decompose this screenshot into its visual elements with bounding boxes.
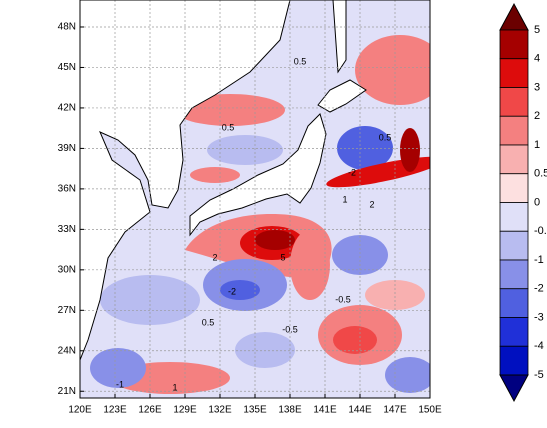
contour-label: -1 [116,379,124,389]
y-tick-label: 36N [58,184,76,195]
contour-label: -0.5 [335,294,351,304]
y-tick-label: 30N [58,264,76,275]
land [317,79,367,113]
land [80,0,291,361]
field-blob [235,332,295,368]
colorbar-label: 3 [534,81,540,93]
field-blob [190,167,240,183]
colorbar-label: -5 [534,369,544,381]
y-tick-label: 27N [58,305,76,316]
colorbar-swatch [499,87,529,117]
contour-label: -2 [348,167,356,177]
colorbar: 5 4 3 2 1 0.5 0 -0.5 -1 -2 -3 -4 -5 [499,2,547,403]
x-tick-label: 141E [313,405,337,416]
y-tick-label: 45N [58,62,76,73]
colorbar-label: -2 [534,283,544,295]
field-blob [400,128,420,172]
contour-label: -2 [228,286,236,296]
contour-label: -0.5 [282,324,298,334]
land [332,0,347,74]
x-tick-label: 147E [383,405,407,416]
colorbar-label: -4 [534,340,544,352]
colorbar-label: -3 [534,311,544,323]
colorbar-swatch [499,202,529,232]
colorbar-extension [499,2,529,31]
field-blob [290,230,330,300]
colorbar-swatch [499,173,529,203]
colorbar-label: 5 [534,24,540,36]
y-tick-label: 24N [58,345,76,356]
colorbar-swatch [499,29,529,60]
axes: 120E 123E 126E 129E 132E 135E 138E 141E 144E 147E… [58,22,442,416]
field: 0.5 0.5 -2 1 2 5 -0.5 -1 0.5 1 -0.5 2 -2 0.5 [80,0,430,398]
contour-label: 0.5 [202,317,215,327]
x-tick-label: 135E [243,405,267,416]
colorbar-swatch [499,259,529,290]
contour-label: 1 [342,194,347,204]
x-tick-label: 150E [418,405,442,416]
colorbar-swatch [499,317,529,347]
contour-label: 2 [212,252,217,262]
x-tick-label: 138E [278,405,302,416]
field-blob [365,280,425,310]
field-blob [333,326,377,354]
colorbar-swatch [499,144,529,175]
field-blob [255,230,295,250]
y-tick-label: 42N [58,103,76,114]
field-blob [355,35,430,105]
field-blob [90,348,146,388]
x-tick-label: 132E [208,405,232,416]
y-tick-label: 39N [58,143,76,154]
colorbar-label: 0 [534,196,540,208]
contour-label: 0.5 [294,56,307,66]
contour-label: 0.5 [379,132,392,142]
contour-label: 0.5 [222,122,235,132]
colorbar-swatch [499,58,529,88]
colorbar-label: 2 [534,110,540,122]
colorbar-swatch [499,345,529,376]
field-blob [332,235,388,275]
contour-labels: 0.5 0.5 -2 1 2 5 -0.5 -1 0.5 1 -0.5 2 -2 0.5 [116,56,391,392]
colorbar-swatch [499,288,529,318]
x-tick-label: 126E [138,405,162,416]
y-tick-label: 21N [58,386,76,397]
colorbar-label: 0.5 [534,168,547,180]
y-tick-label: 48N [58,22,76,33]
x-tick-label: 120E [68,405,92,416]
colorbar-label: -0.5 [534,225,547,237]
x-tick-label: 144E [348,405,372,416]
colorbar-extension [499,374,529,403]
x-tick-label: 129E [173,405,197,416]
field-blob [385,357,430,393]
colorbar-swatch [499,115,529,146]
colorbar-label: 1 [534,139,540,151]
contour-label: 1 [172,382,177,392]
colorbar-label: 4 [534,53,540,65]
colorbar-label: -1 [534,254,544,266]
contour-label: 2 [369,199,374,209]
contour-label: 5 [280,252,285,262]
field-blob [220,280,260,300]
y-tick-label: 33N [58,224,76,235]
field-blob [337,126,393,170]
colorbar-swatch [499,230,529,261]
x-tick-label: 123E [103,405,127,416]
field-blob [207,135,283,165]
